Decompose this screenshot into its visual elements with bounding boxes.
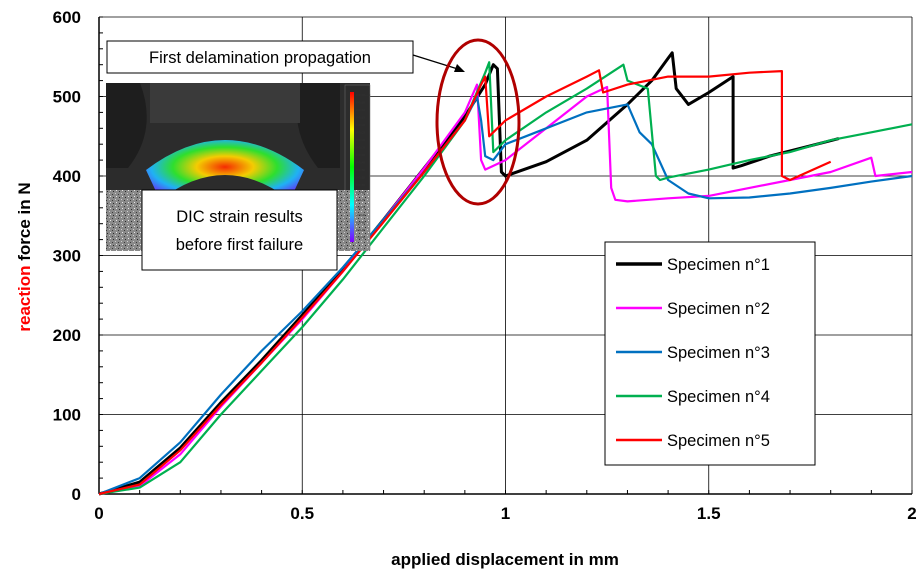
- axes: 0 0.5 1 1.5 2 0 100 200 300 400 500 600: [53, 8, 917, 523]
- dic-colorbar-panel: [344, 84, 371, 251]
- dic-colorbar-label-13: 0.0065: [356, 191, 366, 195]
- x-tick-label-1: 0.5: [290, 504, 314, 523]
- y-tick-label-1: 100: [53, 406, 81, 425]
- dic-top-plate: [150, 83, 300, 123]
- dic-colorbar-label-2: 0.0010: [356, 108, 366, 112]
- series-line-5: [98, 69, 832, 496]
- dic-annotation-box: [141, 189, 338, 271]
- x-tick-label-2: 1: [501, 504, 510, 523]
- x-axis-title: applied displacement in mm: [391, 550, 619, 569]
- y-axis-title-rest: force in N: [15, 182, 34, 265]
- legend-label-2: Specimen n°2: [667, 300, 770, 318]
- dic-colorbar-label-6: 0.0030: [356, 138, 366, 142]
- dic-annotation: DIC strain results before first failure: [141, 189, 338, 271]
- dic-colorbar-label-3: 0.0015: [356, 116, 366, 120]
- legend-label-1: Specimen n°1: [667, 256, 770, 274]
- dic-colorbar-label-7: 0.0035: [356, 146, 366, 150]
- legend-label-3: Specimen n°3: [667, 344, 770, 362]
- y-axis-title: reaction force in N: [15, 182, 34, 331]
- y-axis-title-highlight: reaction: [15, 265, 34, 331]
- x-tick-label-3: 1.5: [697, 504, 721, 523]
- series-line-3: [98, 95, 913, 496]
- dic-colorbar-label-5: 0.0025: [356, 131, 366, 135]
- x-tick-label-0: 0: [94, 504, 103, 523]
- delamination-arrow: [412, 54, 462, 71]
- series-line-4: [98, 61, 913, 496]
- legend: Specimen n°1 Specimen n°2 Specimen n°3 Spec…: [604, 241, 816, 466]
- dic-colorbar-label-14: 0.0070: [356, 198, 366, 202]
- dic-colorbar-label-8: 0.0040: [356, 153, 366, 157]
- delamination-arrowhead: [454, 64, 465, 72]
- dic-colorbar-label-10: 0.0050: [356, 168, 366, 172]
- x-tick-label-4: 2: [907, 504, 916, 523]
- dic-colorbar-label-16: 0.0080: [356, 213, 366, 217]
- dic-colorbar-labels: 0.0000e+0 0.0005 0.0010 0.0015 0.0020 0.0025 0…: [356, 93, 371, 240]
- dic-colorbar-label-15: 0.0075: [356, 206, 366, 210]
- dic-right-support: [296, 83, 340, 168]
- dic-colorbar-label-4: 0.0020: [356, 123, 366, 127]
- y-tick-label-5: 500: [53, 88, 81, 107]
- dic-colorbar-label-19: 0.0095: [356, 236, 366, 240]
- dic-colorbar-label-12: 0.0060: [356, 183, 366, 187]
- y-tick-label-2: 200: [53, 326, 81, 345]
- dic-colorbar-label-0: 0.0000e+0: [356, 93, 371, 97]
- delamination-annotation-text: First delamination propagation: [149, 49, 371, 67]
- y-tick-label-4: 400: [53, 167, 81, 186]
- y-tick-label-3: 300: [53, 247, 81, 266]
- y-tick-label-6: 600: [53, 8, 81, 27]
- failure-highlight-ellipse: [435, 38, 521, 206]
- series-group: [98, 51, 913, 496]
- legend-label-5: Specimen n°5: [667, 432, 770, 450]
- delamination-annotation-box: [106, 40, 414, 74]
- dic-annotation-line-2: before first failure: [176, 236, 303, 254]
- dic-colorbar-label-9: 0.0045: [356, 161, 366, 165]
- series-line-1: [98, 51, 840, 496]
- dic-left-support: [106, 83, 147, 168]
- delamination-annotation: First delamination propagation: [106, 38, 521, 206]
- dic-colorbar-label-11: 0.0055: [356, 176, 366, 180]
- legend-box: [604, 241, 816, 466]
- dic-strain-field: [146, 140, 304, 200]
- dic-colorbar: [350, 92, 354, 242]
- y-tick-label-0: 0: [72, 485, 81, 504]
- legend-label-4: Specimen n°4: [667, 388, 770, 406]
- dic-colorbar-label-1: 0.0005: [356, 101, 366, 105]
- legend-items: Specimen n°1 Specimen n°2 Specimen n°3 Spec…: [616, 256, 770, 450]
- dic-colorbar-label-18: 0.0090: [356, 228, 366, 232]
- dic-annotation-line-1: DIC strain results: [176, 208, 303, 226]
- dic-colorbar-label-17: 0.0085: [356, 221, 366, 225]
